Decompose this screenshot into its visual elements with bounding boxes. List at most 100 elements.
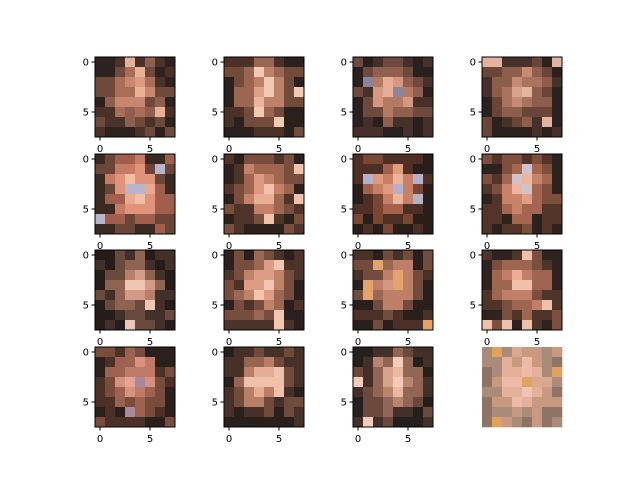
image-pixel (254, 407, 265, 418)
image-pixel (423, 117, 434, 128)
image-panel-8: 0 5 0 5 (470, 153, 563, 252)
image-pixel (383, 290, 394, 301)
image-pixel (264, 164, 275, 175)
image-pixel (254, 224, 265, 235)
image-pixel (482, 164, 493, 175)
x-tick-label: 5 (276, 144, 282, 155)
image-pixel (125, 87, 136, 98)
image-pixel (274, 194, 285, 205)
image-pixel (95, 367, 106, 378)
image-pixel (234, 260, 245, 271)
image-pixel (125, 214, 136, 225)
image-pixel (532, 164, 543, 175)
image-pixel (413, 97, 424, 108)
image-pixel (482, 204, 493, 215)
image-pixel (502, 194, 513, 205)
image-pixel (403, 87, 414, 98)
image-pixel (165, 184, 176, 195)
image-pixel (423, 347, 434, 358)
image-pixel (125, 224, 136, 235)
image-pixel (403, 270, 414, 281)
image-pixel (423, 377, 434, 388)
image-pixel (552, 164, 563, 175)
image-pixel (492, 194, 503, 205)
image-pixel (145, 250, 156, 261)
y-tick-label: 5 (83, 205, 89, 216)
image-pixel (254, 387, 265, 398)
image-pixel (393, 154, 404, 165)
image-pixel (274, 164, 285, 175)
image-pixel (542, 407, 553, 418)
image-pixel (284, 184, 295, 195)
image-pixel (552, 214, 563, 225)
image-pixel (492, 87, 503, 98)
image-pixel (502, 224, 513, 235)
image-pixel (125, 290, 136, 301)
image-pixel (542, 97, 553, 108)
image-pixel (224, 204, 235, 215)
image-pixel (512, 280, 523, 291)
image-pixel (423, 357, 434, 368)
image-pixel (105, 300, 116, 311)
image-pixel (155, 117, 166, 128)
image-pixel (542, 57, 553, 68)
image-pixel (165, 67, 176, 78)
image-pixel (522, 204, 533, 215)
image-pixel (522, 224, 533, 235)
image-pixel (125, 97, 136, 108)
image-pixel (383, 87, 394, 98)
image-pixel (284, 164, 295, 175)
image-pixel (373, 204, 384, 215)
image-pixel (502, 214, 513, 225)
image-pixel (542, 250, 553, 261)
image-pixel (492, 280, 503, 291)
image-pixel (244, 194, 255, 205)
pixelated-face-image (95, 250, 176, 331)
x-tick-label: 0 (226, 434, 232, 445)
image-pixel (224, 224, 235, 235)
image-pixel (373, 320, 384, 331)
image-pixel (552, 300, 563, 311)
image-pixel (393, 407, 404, 418)
image-pixel (542, 260, 553, 271)
image-pixel (403, 387, 414, 398)
image-pixel (413, 357, 424, 368)
axes-frame (481, 249, 563, 331)
y-tick-label: 0 (83, 251, 89, 262)
image-panel-12: 0 5 0 5 (470, 249, 563, 348)
image-pixel (105, 417, 116, 428)
image-pixel (264, 280, 275, 291)
image-pixel (492, 347, 503, 358)
image-pixel (254, 117, 265, 128)
image-pixel (274, 107, 285, 118)
image-pixel (115, 57, 126, 68)
image-pixel (244, 347, 255, 358)
image-pixel (294, 417, 305, 428)
image-pixel (145, 347, 156, 358)
image-pixel (423, 204, 434, 215)
image-pixel (512, 174, 523, 185)
x-tick-label: 5 (147, 337, 153, 348)
image-pixel (393, 127, 404, 138)
image-pixel (413, 87, 424, 98)
image-pixel (492, 97, 503, 108)
image-pixel (502, 154, 513, 165)
image-pixel (413, 204, 424, 215)
image-pixel (135, 347, 146, 358)
image-pixel (512, 357, 523, 368)
image-pixel (482, 77, 493, 88)
image-pixel (363, 57, 374, 68)
image-panel-7: 0 5 0 5 (341, 153, 434, 252)
image-pixel (542, 77, 553, 88)
image-pixel (135, 127, 146, 138)
image-pixel (363, 250, 374, 261)
image-pixel (234, 357, 245, 368)
image-pixel (482, 320, 493, 331)
image-pixel (115, 300, 126, 311)
image-pixel (482, 270, 493, 281)
image-pixel (502, 357, 513, 368)
image-pixel (502, 250, 513, 261)
image-pixel (373, 347, 384, 358)
image-pixel (95, 87, 106, 98)
image-pixel (353, 184, 364, 195)
